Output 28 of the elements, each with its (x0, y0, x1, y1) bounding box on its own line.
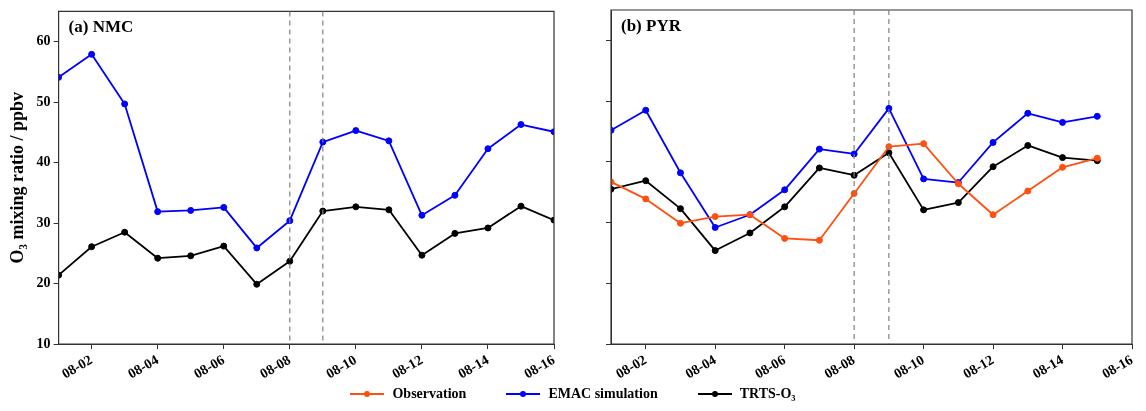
x-tick-label: 08-10 (891, 352, 927, 382)
x-tick-label: 08-16 (1099, 352, 1136, 382)
y-tick-label: 20 (36, 275, 51, 291)
x-tick-label: 08-08 (821, 352, 858, 382)
x-tick-label: 08-10 (323, 352, 360, 382)
x-tick-label: 08-06 (191, 352, 228, 382)
y-tick-label: 40 (36, 154, 51, 170)
legend-label: TRTS-O₃ (739, 386, 796, 402)
x-tick-label: 08-12 (389, 352, 426, 382)
y-tick-label: 50 (36, 93, 51, 109)
x-tick-label: 08-12 (960, 352, 997, 382)
y-tick-label: 60 (36, 33, 51, 49)
x-tick-label: 08-02 (613, 352, 650, 382)
x-tick-label: 08-06 (752, 352, 788, 382)
x-tick-label: 08-08 (257, 352, 294, 382)
chart-title: (b) PYR (621, 15, 682, 35)
x-tick-label: 08-16 (521, 352, 558, 382)
x-tick-label: 08-14 (1030, 352, 1066, 382)
legend-label: EMAC simulation (548, 386, 658, 402)
legend-label: Observation (392, 386, 467, 402)
x-tick-label: 08-04 (125, 352, 161, 382)
y-tick-label: 10 (36, 335, 51, 351)
x-tick-label: 08-04 (682, 352, 719, 382)
y-axis-title: O₃ mixing ratio / ppbv (7, 92, 28, 264)
y-tick-label: 30 (36, 214, 51, 230)
x-tick-label: 08-02 (59, 352, 95, 382)
x-tick-label: 08-14 (455, 352, 492, 382)
chart-title: (a) NMC (68, 17, 134, 37)
